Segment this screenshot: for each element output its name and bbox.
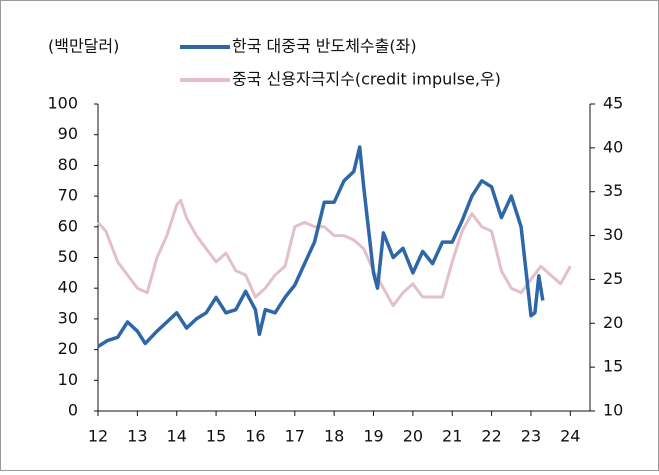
legend-label: 한국 대중국 반도체수출(좌) bbox=[232, 37, 417, 56]
y2-tick-label: 10 bbox=[603, 401, 623, 420]
x-tick-label: 24 bbox=[560, 427, 580, 446]
x-tick-label: 19 bbox=[363, 427, 383, 446]
x-tick-label: 18 bbox=[324, 427, 344, 446]
y-tick-label: 30 bbox=[58, 308, 78, 327]
x-tick-label: 20 bbox=[403, 427, 423, 446]
line-series bbox=[97, 145, 545, 348]
x-tick-label: 21 bbox=[442, 427, 462, 446]
y-tick-label: 100 bbox=[47, 94, 78, 113]
y-tick-label: 0 bbox=[68, 401, 78, 420]
x-tick-label: 14 bbox=[167, 427, 187, 446]
y2-tick-label: 30 bbox=[603, 225, 623, 244]
x-tick-label: 15 bbox=[206, 427, 226, 446]
y-tick-label: 60 bbox=[58, 216, 78, 235]
y-tick-label: 50 bbox=[58, 247, 78, 266]
y2-tick-label: 20 bbox=[603, 313, 623, 332]
y2-tick-label: 45 bbox=[603, 94, 623, 113]
x-tick-label: 17 bbox=[285, 427, 305, 446]
y2-tick-label: 25 bbox=[603, 269, 623, 288]
y2-tick-label: 35 bbox=[603, 181, 623, 200]
x-tick-label: 16 bbox=[245, 427, 265, 446]
y2-tick-label: 15 bbox=[603, 357, 623, 376]
y-unit-label: (백만달러) bbox=[48, 37, 119, 56]
y2-tick-label: 40 bbox=[603, 137, 623, 156]
y-tick-label: 20 bbox=[58, 339, 78, 358]
legend-label: 중국 신용자극지수(credit impulse,우) bbox=[232, 70, 501, 89]
y-tick-label: 70 bbox=[58, 186, 78, 205]
x-tick-label: 12 bbox=[88, 427, 108, 446]
x-tick-label: 13 bbox=[127, 427, 147, 446]
x-tick-label: 23 bbox=[521, 427, 541, 446]
line-series bbox=[96, 199, 572, 308]
y-tick-label: 90 bbox=[58, 124, 78, 143]
y-tick-label: 80 bbox=[58, 155, 78, 174]
x-tick-label: 22 bbox=[481, 427, 501, 446]
y-tick-label: 40 bbox=[58, 278, 78, 297]
y-tick-label: 10 bbox=[58, 370, 78, 389]
